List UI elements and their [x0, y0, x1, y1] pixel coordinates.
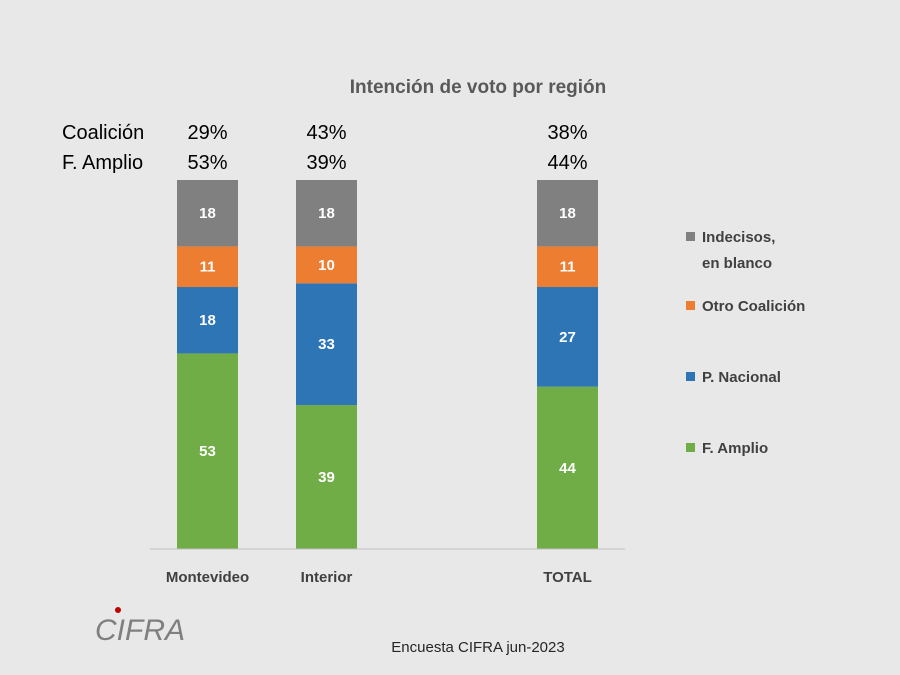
legend-swatch [686, 372, 695, 381]
source-note: Encuesta CIFRA jun-2023 [391, 639, 564, 656]
bar-segment [296, 283, 357, 406]
category-label: Interior [301, 569, 353, 586]
data-label: 53 [199, 443, 216, 460]
bar-segment [537, 246, 598, 288]
data-label: 18 [318, 205, 335, 222]
data-label: 10 [318, 257, 335, 274]
bar-segment [177, 246, 238, 288]
bar-segment [296, 405, 357, 549]
category-labels: Montevideo Interior TOTAL [166, 569, 592, 586]
summary-row-label: F. Amplio [62, 152, 143, 174]
bars: 53 18 11 18 39 33 10 18 44 27 11 18 [177, 180, 598, 549]
category-label: Montevideo [166, 569, 249, 586]
data-label: 11 [200, 259, 216, 276]
bar-segment [177, 287, 238, 354]
legend-swatch [686, 232, 695, 241]
logo-dot [115, 607, 121, 613]
legend-entry: Otro Coalición [702, 298, 805, 315]
legend-swatch [686, 443, 695, 452]
bar-segment [537, 180, 598, 247]
data-label: 18 [199, 312, 216, 329]
cifra-logo: CIFRA [95, 607, 185, 647]
data-label: 18 [559, 205, 576, 222]
data-label: 11 [560, 259, 576, 276]
summary-value: 43% [306, 122, 346, 144]
data-label: 27 [559, 329, 576, 346]
legend-entry: Indecisos, en blanco [702, 229, 775, 272]
data-label: 44 [559, 460, 576, 477]
bar-segment [177, 353, 238, 549]
summary-rows: Coalición 29% 43% 38% F. Amplio 53% 39% 44% [62, 122, 588, 174]
category-label: TOTAL [543, 569, 592, 586]
summary-value: 38% [547, 122, 587, 144]
legend-entry: P. Nacional [702, 369, 781, 386]
summary-row-label: Coalición [62, 122, 144, 144]
summary-value: 53% [187, 152, 227, 174]
legend-entry: F. Amplio [702, 440, 768, 457]
summary-value: 39% [306, 152, 346, 174]
data-label: 33 [318, 336, 335, 353]
chart-title: Intención de voto por región [350, 77, 607, 98]
bar-segment [296, 180, 357, 247]
data-label: 39 [318, 469, 335, 486]
bar-segment [537, 287, 598, 387]
data-label: 18 [199, 205, 216, 222]
legend: Indecisos, en blanco Otro Coalición P. Naci… [686, 229, 805, 457]
legend-swatch [686, 301, 695, 310]
summary-value: 29% [187, 122, 227, 144]
summary-value: 44% [547, 152, 587, 174]
bar-segment [296, 246, 357, 284]
bar-segment [537, 386, 598, 549]
bar-segment [177, 180, 238, 247]
logo-text: CIFRA [95, 614, 185, 647]
